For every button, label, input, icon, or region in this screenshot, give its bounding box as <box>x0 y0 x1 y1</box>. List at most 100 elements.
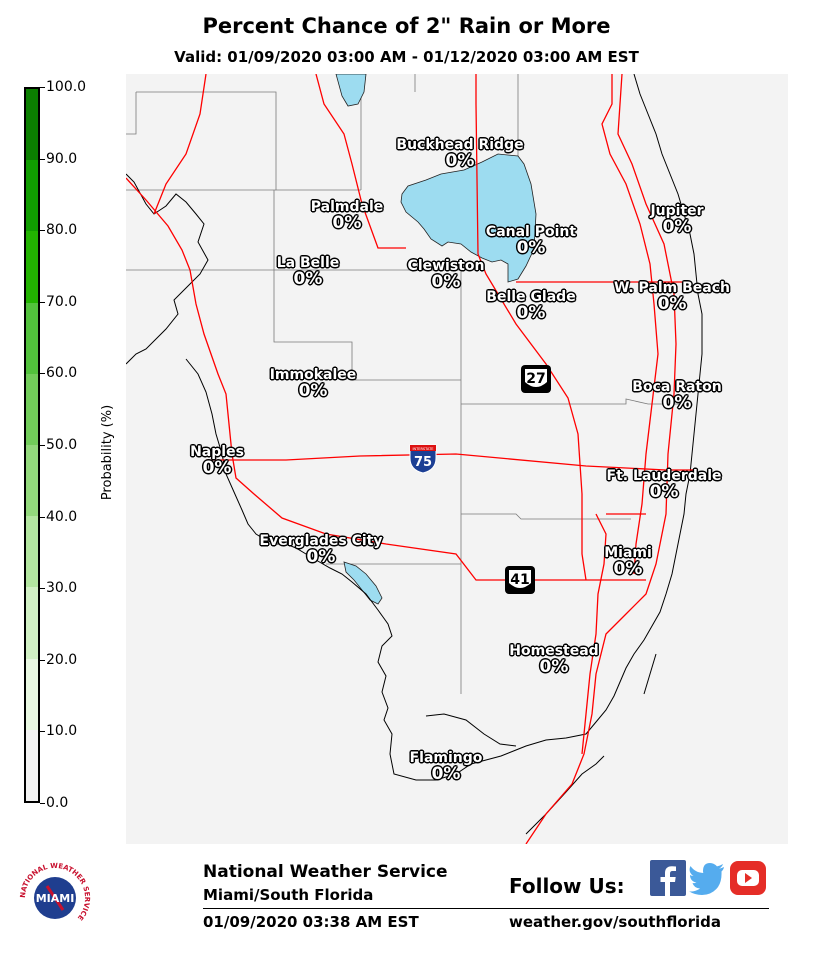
twitter-icon[interactable] <box>689 860 725 896</box>
city-clewiston: Clewiston 0% <box>408 259 485 292</box>
city-canal-point: Canal Point 0% <box>486 225 576 258</box>
small-lake <box>343 561 383 605</box>
colorbar-tick <box>40 445 45 446</box>
colorbar-segment <box>26 160 38 232</box>
colorbar-segment <box>26 516 38 588</box>
city-palmdale: Palmdale 0% <box>311 200 383 233</box>
city-name: Naples <box>190 444 244 460</box>
colorbar-tick <box>40 373 45 375</box>
us27-shield: 27 <box>521 365 551 393</box>
city-percent: 0% <box>306 546 336 567</box>
colorbar-tick-label: 70.0 <box>46 293 78 310</box>
city-name: Boca Raton <box>632 379 722 395</box>
city-west-palm-beach: W. Palm Beach 0% <box>614 281 730 314</box>
facebook-icon[interactable] <box>650 860 686 896</box>
us27-label: 27 <box>526 371 545 387</box>
colorbar-title: Probability (%) <box>100 404 116 501</box>
youtube-icon[interactable] <box>730 860 766 896</box>
colorbar-tick-label: 50.0 <box>46 437 78 453</box>
colorbar-segment <box>26 302 38 374</box>
city-name: Buckhead Ridge <box>396 137 524 153</box>
city-miami: Miami 0% <box>604 546 652 579</box>
colorbar-tick <box>40 803 45 804</box>
colorbar-tick-label: 20.0 <box>46 651 78 668</box>
city-percent: 0% <box>657 293 687 314</box>
city-everglades-city: Everglades City 0% <box>260 534 383 567</box>
city-buckhead-ridge: Buckhead Ridge 0% <box>396 138 523 171</box>
small-lake <box>335 74 367 107</box>
probability-colorbar <box>24 87 40 803</box>
city-name: Ft. Lauderdale <box>606 468 722 484</box>
colorbar-segment <box>26 445 38 517</box>
logo-office-text: MIAMI <box>36 892 75 905</box>
issued-time: 01/09/2020 03:38 AM EST <box>203 913 419 931</box>
colorbar-segment <box>26 373 38 445</box>
city-homestead: Homestead 0% <box>509 644 598 677</box>
city-ft-lauderdale: Ft. Lauderdale 0% <box>607 469 722 502</box>
colorbar-tick-label: 80.0 <box>46 222 78 239</box>
city-percent: 0% <box>431 763 461 784</box>
colorbar-tick <box>40 516 45 518</box>
city-percent: 0% <box>516 302 546 323</box>
interstate-word: INTERSTATE <box>413 447 434 451</box>
colorbar-tick-label: 30.0 <box>46 580 78 597</box>
city-la-belle: La Belle 0% <box>277 256 340 289</box>
city-percent: 0% <box>431 271 461 292</box>
map-title: Percent Chance of 2" Rain or More <box>202 14 611 38</box>
colorbar-tick <box>40 230 45 232</box>
city-percent: 0% <box>298 380 328 401</box>
us41-shield: 41 <box>505 566 535 594</box>
i75-label: 75 <box>414 455 432 470</box>
city-name: Jupiter <box>650 203 704 219</box>
city-percent: 0% <box>649 481 679 502</box>
city-name: Immokalee <box>269 367 357 383</box>
i75-shield: INTERSTATE 75 <box>409 444 437 474</box>
lake-okeechobee <box>400 153 537 283</box>
colorbar-tick-label: 10.0 <box>46 723 78 740</box>
city-percent: 0% <box>202 457 232 478</box>
city-percent: 0% <box>613 558 643 579</box>
city-name: W. Palm Beach <box>614 280 730 296</box>
colorbar-tick <box>40 588 45 590</box>
colorbar-tick-label: 60.0 <box>46 365 78 382</box>
nws-logo: NATIONAL WEATHER SERVICE MIAMI <box>19 862 91 934</box>
city-name: Everglades City <box>259 533 383 549</box>
colorbar-segment <box>26 231 38 303</box>
colorbar-tick <box>40 731 45 733</box>
agency-name: National Weather Service <box>203 862 448 882</box>
city-belle-glade: Belle Glade 0% <box>486 290 575 323</box>
city-boca-raton: Boca Raton 0% <box>632 380 721 413</box>
colorbar-tick <box>40 301 45 303</box>
city-immokalee: Immokalee 0% <box>270 368 357 401</box>
colorbar-tick <box>40 659 45 661</box>
footer-divider <box>203 908 769 909</box>
highways <box>126 74 696 844</box>
colorbar-segment <box>26 587 38 659</box>
city-naples: Naples 0% <box>190 445 244 478</box>
us41-label: 41 <box>510 572 529 588</box>
follow-us-label: Follow Us: <box>509 874 625 898</box>
city-name: La Belle <box>276 255 340 271</box>
city-name: Flamingo <box>409 750 483 766</box>
colorbar-tick-label: 0.0 <box>46 795 69 811</box>
colorbar-segment <box>26 89 38 161</box>
city-name: Canal Point <box>485 224 577 240</box>
website-link[interactable]: weather.gov/southflorida <box>509 913 722 931</box>
city-percent: 0% <box>516 237 546 258</box>
colorbar-tick-label: 100.0 <box>46 79 87 95</box>
colorbar-segment <box>26 658 38 730</box>
city-name: Miami <box>604 545 652 561</box>
city-name: Belle Glade <box>486 289 576 305</box>
valid-period: Valid: 01/09/2020 03:00 AM - 01/12/2020 … <box>174 48 639 66</box>
colorbar-tick-label: 90.0 <box>46 150 78 167</box>
city-name: Clewiston <box>407 258 485 274</box>
colorbar-tick <box>40 158 45 160</box>
colorbar-tick-label: 40.0 <box>46 508 78 525</box>
city-name: Palmdale <box>310 199 384 215</box>
city-percent: 0% <box>539 656 569 677</box>
city-name: Homestead <box>509 643 599 659</box>
colorbar-tick <box>40 87 45 88</box>
map-panel: 27 INTERSTATE 75 41 Buckhead Ridge 0% Pal… <box>126 74 788 844</box>
city-percent: 0% <box>445 150 475 171</box>
city-percent: 0% <box>293 268 323 289</box>
